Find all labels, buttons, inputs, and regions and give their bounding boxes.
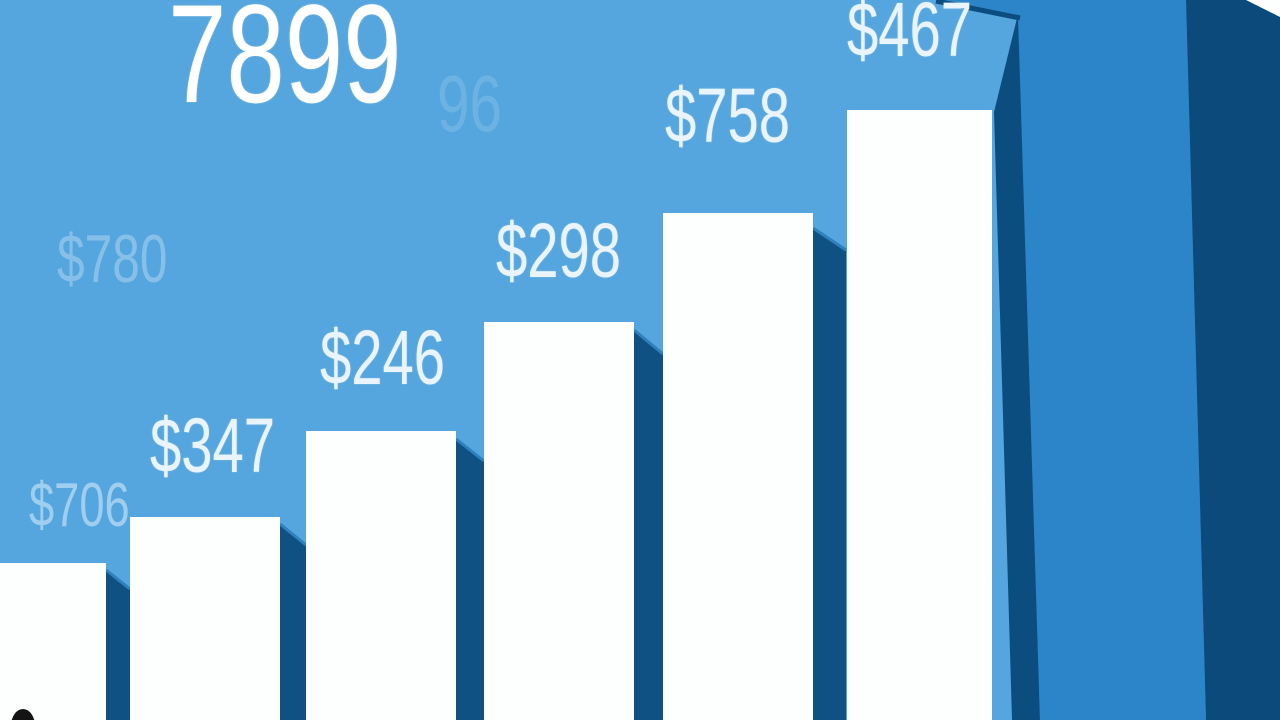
bar-shadow xyxy=(634,330,663,720)
shadow-edge-highlight xyxy=(812,226,847,252)
bar-5 xyxy=(663,213,813,720)
shadow-edge-highlight xyxy=(105,568,131,591)
bar-value-label: $758 xyxy=(665,73,791,159)
watermark-number: $780 xyxy=(57,221,168,297)
bar-shadow xyxy=(280,524,306,720)
rising-arrow-face xyxy=(938,0,1206,720)
rising-arrow-side-face xyxy=(1186,0,1280,720)
bar-value-label: $246 xyxy=(320,315,446,401)
bar-6 xyxy=(847,110,992,720)
big-number: 7899 xyxy=(168,0,402,132)
bar-1 xyxy=(0,563,106,720)
watermark-number: 96 xyxy=(437,59,502,148)
arrowhead-underside-shadow xyxy=(935,0,1021,21)
arrow-tip-highlight xyxy=(1246,0,1280,17)
black-dot xyxy=(11,709,35,720)
arrow-shaft-shadow-wedge xyxy=(994,14,1040,720)
bar-3 xyxy=(306,431,456,720)
bar-value-label: $467 xyxy=(847,0,973,73)
bar-value-label: $706 xyxy=(29,471,130,540)
bar-value-label: $298 xyxy=(496,208,622,294)
bar-shadow xyxy=(813,228,846,720)
shadow-edge-highlight xyxy=(279,522,307,547)
shadow-edge-highlight xyxy=(455,437,485,463)
bar-4 xyxy=(484,322,634,720)
bar-shadow xyxy=(456,439,484,720)
bar-shadow xyxy=(106,570,130,720)
bar-2 xyxy=(130,517,280,720)
bar-value-label: $347 xyxy=(150,403,276,489)
shadow-edge-highlight xyxy=(633,328,664,356)
